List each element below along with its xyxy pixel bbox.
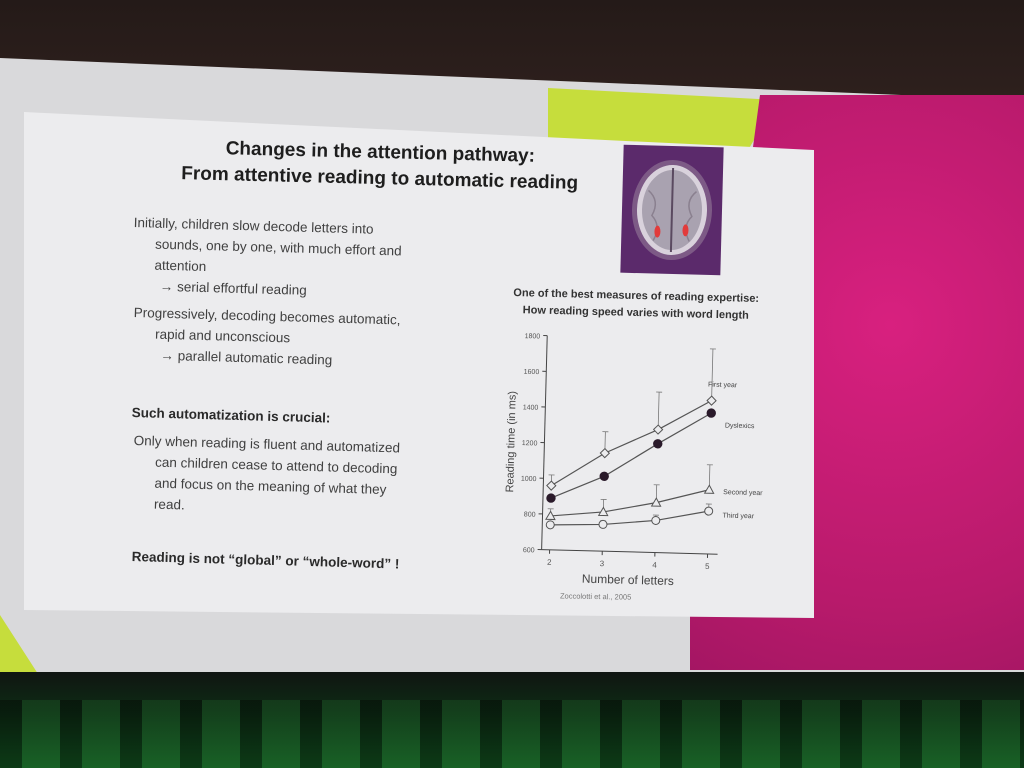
x-axis-label: Number of letters bbox=[582, 572, 674, 588]
series-label-first-year: First year bbox=[708, 382, 738, 390]
y-tick-label: 1000 bbox=[521, 476, 537, 483]
error-bar bbox=[657, 392, 660, 430]
series-line-dyslexics bbox=[550, 412, 712, 499]
data-point-dyslexics bbox=[599, 471, 609, 482]
chart-caption: One of the best measures of reading expe… bbox=[486, 284, 787, 325]
y-tick-label: 800 bbox=[524, 511, 536, 518]
data-point-second-year bbox=[597, 506, 609, 517]
data-point-first-year bbox=[706, 395, 717, 406]
y-tick-label: 600 bbox=[523, 547, 535, 554]
data-point-second-year bbox=[703, 484, 715, 494]
y-tick-label: 1400 bbox=[523, 404, 539, 411]
data-point-third-year bbox=[651, 515, 661, 525]
series-label-dyslexics: Dyslexics bbox=[725, 422, 755, 430]
y-tick-label: 1200 bbox=[522, 440, 538, 447]
data-point-third-year bbox=[545, 520, 555, 530]
data-point-third-year bbox=[598, 519, 608, 529]
data-point-first-year bbox=[599, 447, 611, 459]
data-point-dyslexics bbox=[653, 439, 663, 449]
series-line-first-year bbox=[550, 400, 712, 487]
y-axis-label: Reading time (in ms) bbox=[504, 391, 519, 493]
x-tick-label: 4 bbox=[652, 560, 657, 569]
series-line-third-year bbox=[550, 510, 709, 526]
paragraph-fluent: Only when reading is fluent and automati… bbox=[132, 430, 401, 521]
paragraph-decoding: Initially, children slow decode letters … bbox=[132, 212, 403, 303]
y-tick-label: 1800 bbox=[525, 333, 541, 340]
paragraph-progressive: Progressively, decoding becomes automati… bbox=[132, 302, 401, 372]
reading-time-chart: 600 800 1000 1200 1400 1600 1800 2 3 4 5 Number of … bbox=[504, 333, 763, 588]
series-label-second-year: Second year bbox=[723, 489, 763, 497]
y-tick-label: 1600 bbox=[524, 369, 540, 376]
data-point-first-year bbox=[652, 424, 664, 435]
stage-floor-pattern bbox=[0, 700, 1024, 768]
x-tick-label: 2 bbox=[547, 558, 552, 567]
series-line-second-year bbox=[550, 489, 710, 517]
data-point-second-year bbox=[545, 510, 556, 521]
brain-scan-image bbox=[620, 144, 724, 276]
data-point-dyslexics bbox=[546, 493, 556, 503]
series-label-third-year: Third year bbox=[722, 513, 754, 521]
stage-floor bbox=[0, 672, 1024, 768]
x-tick-label: 3 bbox=[600, 559, 605, 568]
data-point-third-year bbox=[704, 506, 714, 516]
data-point-second-year bbox=[650, 497, 662, 507]
data-point-dyslexics bbox=[706, 408, 716, 418]
data-point-first-year bbox=[546, 480, 557, 491]
error-bar bbox=[711, 348, 714, 401]
citation: Zoccolotti et al., 2005 bbox=[559, 591, 632, 602]
x-axis-line bbox=[541, 549, 718, 555]
x-tick-label: 5 bbox=[705, 562, 710, 571]
